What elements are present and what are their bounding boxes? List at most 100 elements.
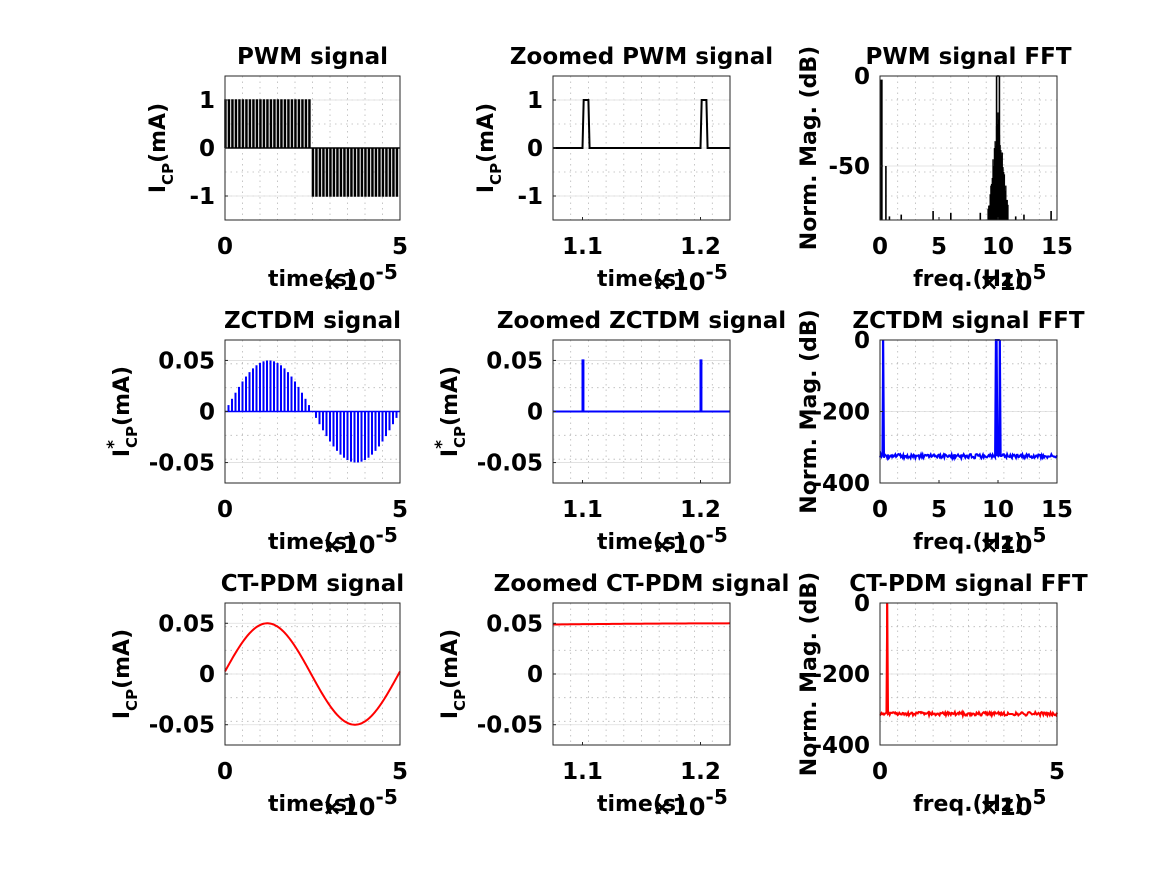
axes-box [879, 75, 1058, 221]
y-axis-label: I*CP(mA) [104, 366, 141, 457]
y-tick-label: 0 [527, 400, 543, 426]
y-axis-label: ICP(mA) [146, 103, 177, 193]
x-exponent: ×105 [979, 785, 1046, 821]
y-tick-label: 0 [854, 328, 870, 354]
x-tick-label: 1.2 [680, 497, 721, 523]
x-tick-label: 15 [1041, 234, 1073, 260]
y-tick-label: -0.05 [149, 451, 215, 477]
x-exponent: ×10-5 [652, 785, 728, 821]
y-axis-label: ICP(mA) [110, 629, 141, 719]
series [553, 359, 730, 413]
y-tick-label: -0.05 [477, 451, 543, 477]
zoomed-zctdm-trace [553, 359, 730, 413]
x-exponent: ×105 [979, 260, 1046, 296]
y-tick-label: -200 [812, 662, 870, 688]
y-tick-label: 0 [199, 136, 215, 162]
pwm-trace [224, 99, 400, 197]
x-axis-label: time(s) [268, 530, 357, 555]
y-tick-label: -400 [812, 471, 870, 497]
x-axis-label: freq.(Hz) [913, 267, 1024, 292]
x-tick-label: 0 [872, 234, 888, 260]
subplot-title: PWM signal [237, 44, 388, 70]
zoomed-ctpdm-trace [552, 622, 731, 626]
series [553, 99, 730, 149]
ctpdm-trace [224, 622, 401, 726]
x-exponent: ×10-5 [322, 260, 398, 296]
x-tick-label: 0 [217, 497, 233, 523]
series [879, 339, 1058, 462]
x-tick-label: 5 [1049, 759, 1065, 785]
x-exponent: ×10-5 [652, 523, 728, 559]
y-tick-label: -50 [828, 154, 870, 180]
x-tick-label: 1.2 [680, 759, 721, 785]
subplot-title: CT-PDM signal FFT [849, 571, 1088, 597]
y-tick-label: -200 [812, 400, 870, 426]
zoomed-pwm-trace [553, 99, 730, 149]
subplot-title: PWM signal FFT [865, 44, 1071, 70]
x-axis-label: time(s) [268, 267, 357, 292]
x-tick-label: 5 [931, 497, 947, 523]
y-tick-label: 0 [854, 591, 870, 617]
x-axis-label: freq.(Hz) [913, 530, 1024, 555]
subplot-title: ZCTDM signal FFT [852, 308, 1084, 334]
x-tick-label: 5 [392, 497, 408, 523]
x-axis-label: time(s) [597, 267, 686, 292]
series [224, 99, 400, 197]
y-tick-label: -0.05 [149, 713, 215, 739]
y-tick-label: -0.05 [477, 713, 543, 739]
subplot-p2: 1.1 1.2 -1 0 1 Zoomed PWM signal time(s)×10-5 I… [474, 44, 773, 296]
series [552, 622, 731, 626]
y-axis-label: Norm. Mag. (dB) [797, 309, 822, 513]
x-tick-label: 1.1 [562, 497, 603, 523]
subplot-title: Zoomed CT-PDM signal [494, 571, 790, 597]
x-tick-label: 5 [931, 234, 947, 260]
x-exponent: ×10-5 [652, 260, 728, 296]
y-tick-label: 0 [199, 662, 215, 688]
y-axis-label: Norm. Mag. (dB) [797, 46, 822, 250]
x-axis-label: freq.(Hz) [913, 792, 1024, 817]
fft-noise-trace [879, 339, 1058, 462]
x-axis-label: time(s) [268, 792, 357, 817]
fft-noise-trace [879, 602, 1058, 720]
x-tick-label: 0 [872, 497, 888, 523]
y-tick-label: 0.05 [486, 348, 543, 374]
y-tick-label: 0.05 [158, 611, 215, 637]
y-axis-label: Norm. Mag. (dB) [797, 572, 822, 776]
series [880, 75, 1052, 220]
subplot-title: Zoomed PWM signal [510, 44, 773, 70]
y-tick-label: 1 [199, 88, 215, 114]
x-tick-label: 0 [217, 759, 233, 785]
x-tick-label: 1.1 [562, 759, 603, 785]
y-tick-label: -1 [517, 184, 543, 210]
y-tick-label: 0 [527, 136, 543, 162]
x-exponent: ×10-5 [322, 523, 398, 559]
series [879, 602, 1058, 720]
subplot-p5: 1.1 1.2 -0.05 0 0.05 Zoomed ZCTDM signal time(… [432, 308, 786, 559]
x-tick-label: 5 [392, 759, 408, 785]
subplot-title: ZCTDM signal [224, 308, 401, 334]
y-tick-label: -1 [189, 184, 215, 210]
grid [880, 76, 1057, 220]
x-tick-label: 1.1 [562, 234, 603, 260]
y-tick-label: 0.05 [158, 348, 215, 374]
x-tick-label: 5 [392, 234, 408, 260]
y-tick-label: -400 [812, 733, 870, 759]
subplot-p8: 1.1 1.2 -0.05 0 0.05 Zoomed CT-PDM signal time… [438, 571, 789, 821]
x-tick-label: 1.2 [680, 234, 721, 260]
y-axis-label: ICP(mA) [438, 629, 469, 719]
x-tick-label: 10 [982, 234, 1014, 260]
x-tick-label: 0 [217, 234, 233, 260]
x-exponent: ×105 [979, 523, 1046, 559]
x-exponent: ×10-5 [322, 785, 398, 821]
y-tick-label: 0 [854, 64, 870, 90]
y-tick-label: 0 [199, 400, 215, 426]
subplot-title: Zoomed ZCTDM signal [497, 308, 786, 334]
y-tick-label: 0 [527, 662, 543, 688]
series [225, 360, 400, 463]
